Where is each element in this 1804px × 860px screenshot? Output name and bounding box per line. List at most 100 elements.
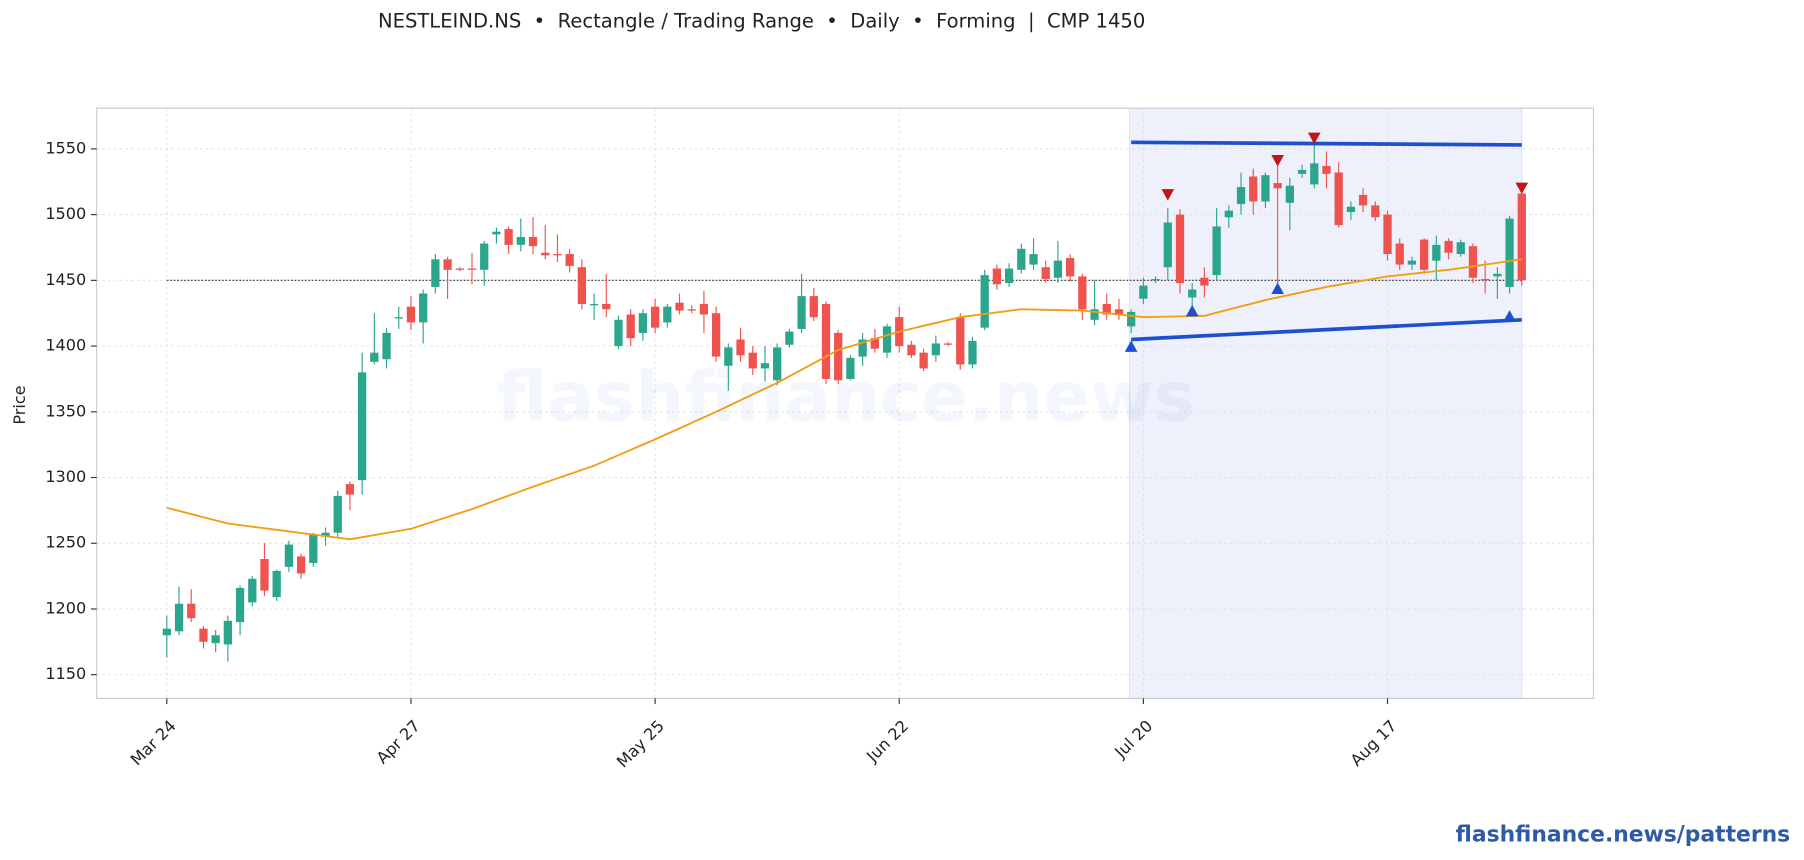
candle-body: [663, 306, 672, 323]
candle-body: [284, 544, 294, 567]
x-tick-label: Jul 20: [1110, 716, 1156, 762]
candle-body: [992, 268, 1002, 285]
y-tick-label: 1200: [45, 598, 86, 617]
candle-body: [748, 352, 757, 369]
peak-marker: [1307, 132, 1321, 145]
candle-body: [394, 317, 403, 319]
source-link: flashfinance.news/patterns: [1456, 822, 1791, 847]
peak-marker: [1271, 154, 1284, 167]
candle-body: [1273, 183, 1282, 189]
candle-body: [1310, 163, 1319, 185]
candle-body: [1505, 218, 1514, 287]
candle-body: [1371, 205, 1380, 218]
candle-body: [1175, 214, 1185, 283]
candle-body: [565, 254, 574, 266]
candle-body: [406, 306, 416, 323]
candle-body: [1493, 273, 1502, 277]
trough-marker: [1271, 282, 1284, 294]
candle-body: [968, 340, 977, 365]
candle-body: [1114, 309, 1124, 315]
candle-body: [1468, 246, 1478, 278]
x-tick-label: Apr 27: [373, 716, 424, 767]
candle-body: [919, 352, 928, 369]
candle-body: [1249, 176, 1258, 202]
candle-body: [943, 343, 953, 345]
candle-body: [1151, 279, 1160, 281]
candle-body: [1200, 277, 1209, 286]
candle-body: [980, 275, 989, 328]
y-tick-label: 1300: [45, 467, 86, 486]
candle-body: [846, 357, 855, 379]
candle-body: [187, 603, 196, 619]
candle-body: [504, 229, 513, 245]
candle-body: [1017, 248, 1026, 270]
moving-average-line: [166, 258, 1522, 541]
candle-body: [1383, 214, 1392, 255]
candle-body: [1090, 309, 1099, 320]
candle-body: [882, 326, 892, 353]
candle-body: [1102, 304, 1111, 315]
candle-body: [724, 347, 733, 366]
candle-body: [760, 363, 770, 369]
x-tick-label: Jun 22: [862, 716, 912, 766]
candle-body: [333, 495, 342, 533]
candle-body: [357, 372, 367, 481]
candle-body: [687, 309, 696, 311]
candle-body: [443, 259, 452, 270]
y-tick-label: 1400: [45, 336, 86, 355]
candle-body: [602, 304, 611, 310]
candle-body: [174, 603, 184, 632]
y-tick-label: 1500: [45, 204, 86, 223]
candle-body: [1188, 289, 1197, 298]
candle-body: [211, 635, 220, 644]
y-tick-label: 1150: [45, 664, 86, 683]
candle-body: [858, 339, 867, 357]
candle-body: [1322, 165, 1331, 174]
candle-body: [1481, 279, 1490, 281]
candle-body: [589, 304, 599, 306]
y-axis-label: Price: [10, 385, 29, 424]
candle-body: [321, 532, 330, 537]
candle-body: [516, 236, 525, 245]
candle-body: [1236, 187, 1246, 205]
candle-body: [1261, 175, 1270, 202]
candle-body: [1444, 240, 1453, 253]
candle-body: [870, 338, 879, 349]
candle-body: [1127, 311, 1136, 327]
x-tick-label: Aug 17: [1347, 716, 1401, 770]
candle-body: [492, 231, 501, 235]
candle-body: [907, 344, 916, 356]
trough-marker: [1503, 310, 1516, 322]
pattern-zone: [1128, 107, 1523, 699]
candle-body: [1517, 193, 1526, 281]
candle-body: [345, 484, 355, 495]
candle-body: [431, 259, 440, 287]
candle-body: [1334, 172, 1343, 226]
peak-marker: [1515, 182, 1529, 195]
candle-body: [626, 314, 635, 339]
candle-body: [650, 306, 660, 328]
candle-body: [1358, 194, 1368, 206]
trough-marker: [1185, 304, 1199, 317]
candle-body: [382, 332, 391, 360]
candle-body: [1432, 244, 1441, 261]
candle-body: [467, 268, 477, 270]
y-tick-label: 1250: [45, 533, 86, 552]
candle-body: [260, 559, 269, 591]
candle-body: [248, 578, 257, 603]
chart-title: NESTLEIND.NS • Rectangle / Trading Range…: [378, 9, 1145, 32]
resistance-line: [1131, 140, 1522, 147]
candle-body: [699, 304, 709, 315]
plot-frame: [96, 107, 1595, 699]
candle-body: [821, 304, 831, 379]
candle-body: [1029, 254, 1038, 265]
candle-body: [797, 296, 806, 329]
y-tick-label: 1450: [45, 270, 86, 289]
x-tick-label: Mar 24: [127, 716, 180, 769]
candle-body: [1004, 268, 1014, 283]
candle-body: [1078, 276, 1087, 310]
watermark: flashfinance.news: [496, 358, 1195, 438]
candle-body: [235, 587, 245, 623]
candle-body: [956, 317, 965, 365]
